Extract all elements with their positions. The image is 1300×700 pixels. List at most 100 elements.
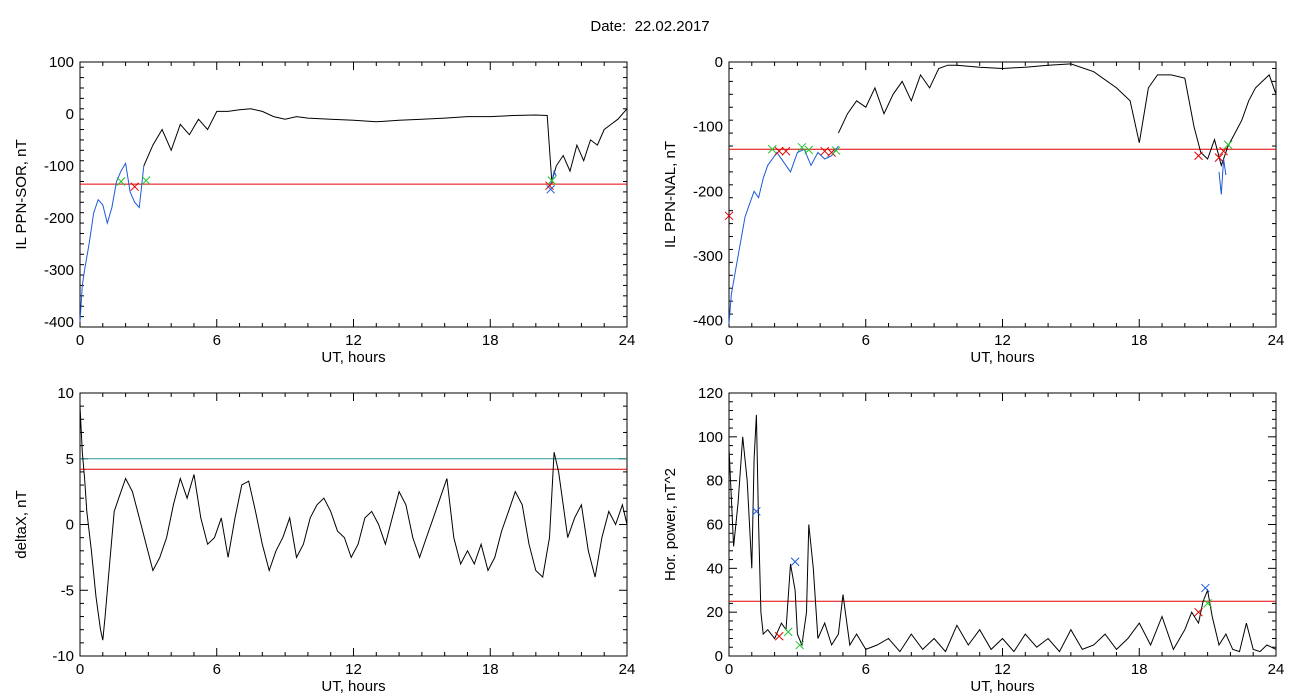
x-tick-label: 24 xyxy=(619,332,636,349)
y-axis-label: deltaX, nT xyxy=(13,490,30,558)
marker-stroke xyxy=(1194,607,1203,617)
data-marker xyxy=(774,631,784,641)
marker-stroke xyxy=(141,176,151,185)
x-tick-label: 0 xyxy=(76,661,84,678)
marker-stroke xyxy=(783,627,793,637)
x-tick-label: 12 xyxy=(345,661,362,678)
panel-hor-power: 0 6 12 18 24 0 20 40 60 80 100 120 UT, hours Hor. pow… xyxy=(662,385,1284,695)
y-tick-label: 120 xyxy=(698,385,723,402)
y-tick-label: -400 xyxy=(693,313,723,330)
marker-stroke xyxy=(781,146,791,156)
y-tick-label: -100 xyxy=(44,158,74,175)
y-tick-label: 10 xyxy=(57,385,74,402)
series-line xyxy=(728,145,839,324)
data-marker xyxy=(751,506,761,516)
marker-stroke xyxy=(1223,140,1233,150)
marker-stroke xyxy=(1219,146,1228,156)
marker-stroke xyxy=(1194,151,1203,161)
data-marker xyxy=(831,146,841,155)
y-tick-label: 20 xyxy=(706,604,723,621)
y-tick-label: 0 xyxy=(715,54,723,71)
y-tick-label: -200 xyxy=(693,183,723,200)
x-tick-label: 6 xyxy=(862,332,870,349)
x-tick-label: 12 xyxy=(345,332,362,349)
data-marker xyxy=(804,145,814,155)
marker-stroke xyxy=(797,142,807,152)
data-marker xyxy=(783,627,793,637)
data-marker xyxy=(767,144,777,154)
marker-stroke xyxy=(1203,599,1212,608)
marker-stroke xyxy=(774,631,784,641)
data-marker xyxy=(130,182,140,192)
x-tick-label: 12 xyxy=(994,661,1011,678)
plot-frame xyxy=(728,61,1277,328)
y-tick-label: 5 xyxy=(66,451,74,468)
data-marker xyxy=(820,146,830,156)
data-marker xyxy=(795,640,805,650)
x-axis-label: UT, hours xyxy=(321,349,385,366)
x-tick-label: 24 xyxy=(619,661,636,678)
marker-stroke xyxy=(831,146,841,155)
y-tick-label: -200 xyxy=(44,210,74,227)
marker-stroke xyxy=(130,182,140,192)
data-marker xyxy=(1200,583,1210,593)
y-tick-label: 40 xyxy=(706,560,723,577)
panel-ppn-sor: 0 6 12 18 24 -400 -300 -200 -100 0 100 UT, hours IL … xyxy=(13,54,635,366)
data-marker xyxy=(1223,140,1233,150)
plot-frame xyxy=(79,392,628,657)
date-label: Date: xyxy=(590,18,627,35)
x-tick-label: 0 xyxy=(725,661,733,678)
data-marker xyxy=(1194,151,1203,161)
y-tick-label: 0 xyxy=(66,517,74,534)
x-axis-label: UT, hours xyxy=(970,678,1034,695)
data-marker xyxy=(724,211,734,221)
data-marker xyxy=(774,146,784,156)
x-tick-label: 6 xyxy=(213,661,221,678)
x-tick-label: 24 xyxy=(1268,332,1285,349)
marker-stroke xyxy=(1200,583,1210,593)
x-tick-label: 6 xyxy=(862,661,870,678)
y-axis-label: IL PPN-NAL, nT xyxy=(662,141,679,248)
x-tick-label: 12 xyxy=(994,332,1011,349)
series-line xyxy=(79,406,628,641)
marker-stroke xyxy=(795,640,805,650)
marker-stroke xyxy=(820,146,830,156)
marker-stroke xyxy=(546,184,556,194)
y-tick-label: -400 xyxy=(44,314,74,331)
y-tick-label: 0 xyxy=(66,106,74,123)
y-tick-label: -100 xyxy=(693,119,723,136)
marker-stroke xyxy=(790,557,800,567)
x-tick-label: 18 xyxy=(482,661,499,678)
series-line xyxy=(1218,158,1227,195)
y-tick-label: -300 xyxy=(693,248,723,265)
marker-stroke xyxy=(1214,153,1224,163)
x-tick-label: 6 xyxy=(213,332,221,349)
marker-stroke xyxy=(774,146,784,156)
marker-stroke xyxy=(751,506,761,516)
y-tick-label: 100 xyxy=(698,429,723,446)
y-axis-label: Hor. power, nT^2 xyxy=(662,468,679,581)
data-marker xyxy=(116,177,126,186)
panel-deltax: 0 6 12 18 24 -10 -5 0 5 10 UT, hours deltaX, nT xyxy=(13,385,635,695)
y-tick-label: -10 xyxy=(52,648,74,665)
y-tick-label: -300 xyxy=(44,262,74,279)
x-axis-label: UT, hours xyxy=(970,349,1034,366)
x-tick-label: 18 xyxy=(482,332,499,349)
y-tick-label: 60 xyxy=(706,517,723,534)
data-marker xyxy=(547,176,557,185)
date-value: 22.02.2017 xyxy=(634,18,710,35)
x-axis-label: UT, hours xyxy=(321,678,385,695)
marker-stroke xyxy=(724,211,734,221)
x-tick-label: 18 xyxy=(1131,661,1148,678)
plot-frame xyxy=(79,61,628,328)
page-title: Date: 22.02.2017 xyxy=(0,18,1300,35)
marker-stroke xyxy=(116,177,126,186)
data-marker xyxy=(1203,599,1212,608)
marker-stroke xyxy=(804,145,814,155)
marker-stroke xyxy=(545,181,554,191)
x-tick-label: 24 xyxy=(1268,661,1285,678)
data-marker xyxy=(1194,607,1203,617)
data-marker xyxy=(790,557,800,567)
series-line xyxy=(143,108,628,182)
